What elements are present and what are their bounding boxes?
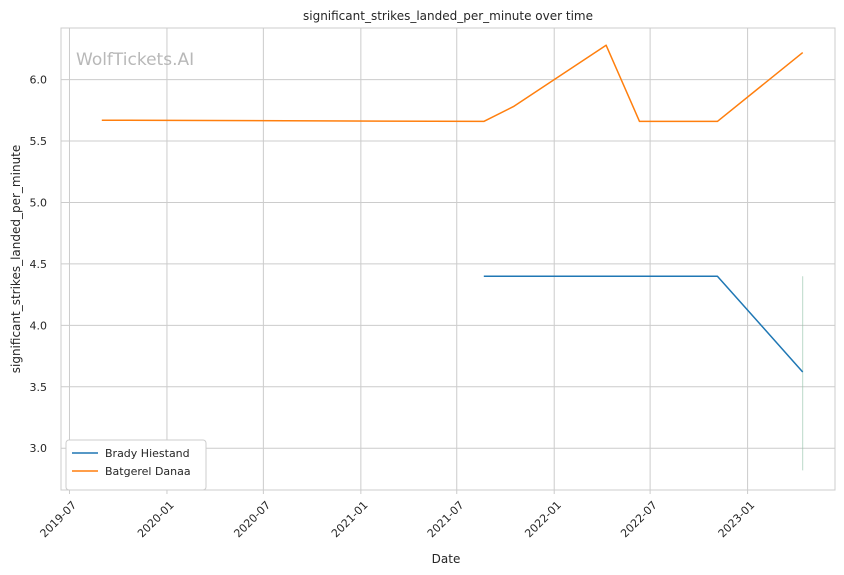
x-tick-label: 2019-07 bbox=[38, 499, 80, 541]
series-layer bbox=[101, 44, 804, 373]
x-axis-ticks: 2019-07 2020-01 2020-07 2021-01 2021-07 2022-… bbox=[38, 490, 758, 541]
series-line-1 bbox=[101, 44, 804, 123]
x-tick-label: 2022-07 bbox=[618, 499, 660, 541]
chart-title: significant_strikes_landed_per_minute ov… bbox=[303, 9, 593, 23]
x-tick-label: 2020-01 bbox=[135, 499, 177, 541]
x-tick-label: 2020-07 bbox=[231, 499, 273, 541]
legend-label: Brady Hiestand bbox=[105, 447, 190, 460]
y-axis-ticks: 3.0 3.5 4.0 4.5 5.0 5.5 6.0 bbox=[30, 74, 48, 456]
plot-area-frame bbox=[60, 27, 836, 491]
y-tick-label: 3.5 bbox=[30, 381, 48, 394]
x-tick-label: 2023-01 bbox=[716, 499, 758, 541]
y-tick-label: 5.5 bbox=[30, 135, 48, 148]
y-tick-label: 4.0 bbox=[30, 319, 48, 332]
watermark-text: WolfTickets.AI bbox=[76, 50, 194, 70]
x-axis-label: Date bbox=[432, 552, 461, 566]
series-line-0 bbox=[483, 275, 804, 373]
y-tick-label: 5.0 bbox=[30, 196, 48, 209]
y-tick-label: 3.0 bbox=[30, 442, 48, 455]
y-tick-label: 4.5 bbox=[30, 258, 48, 271]
legend-box bbox=[65, 439, 207, 491]
y-tick-label: 6.0 bbox=[30, 74, 48, 87]
x-tick-label: 2022-01 bbox=[522, 499, 564, 541]
y-axis-label: significant_strikes_landed_per_minute bbox=[9, 145, 23, 374]
legend: Brady Hiestand Batgerel Danaa bbox=[65, 439, 207, 491]
legend-label: Batgerel Danaa bbox=[105, 465, 191, 478]
grid bbox=[61, 28, 835, 490]
x-tick-label: 2021-01 bbox=[329, 499, 371, 541]
x-tick-label: 2021-07 bbox=[425, 499, 467, 541]
